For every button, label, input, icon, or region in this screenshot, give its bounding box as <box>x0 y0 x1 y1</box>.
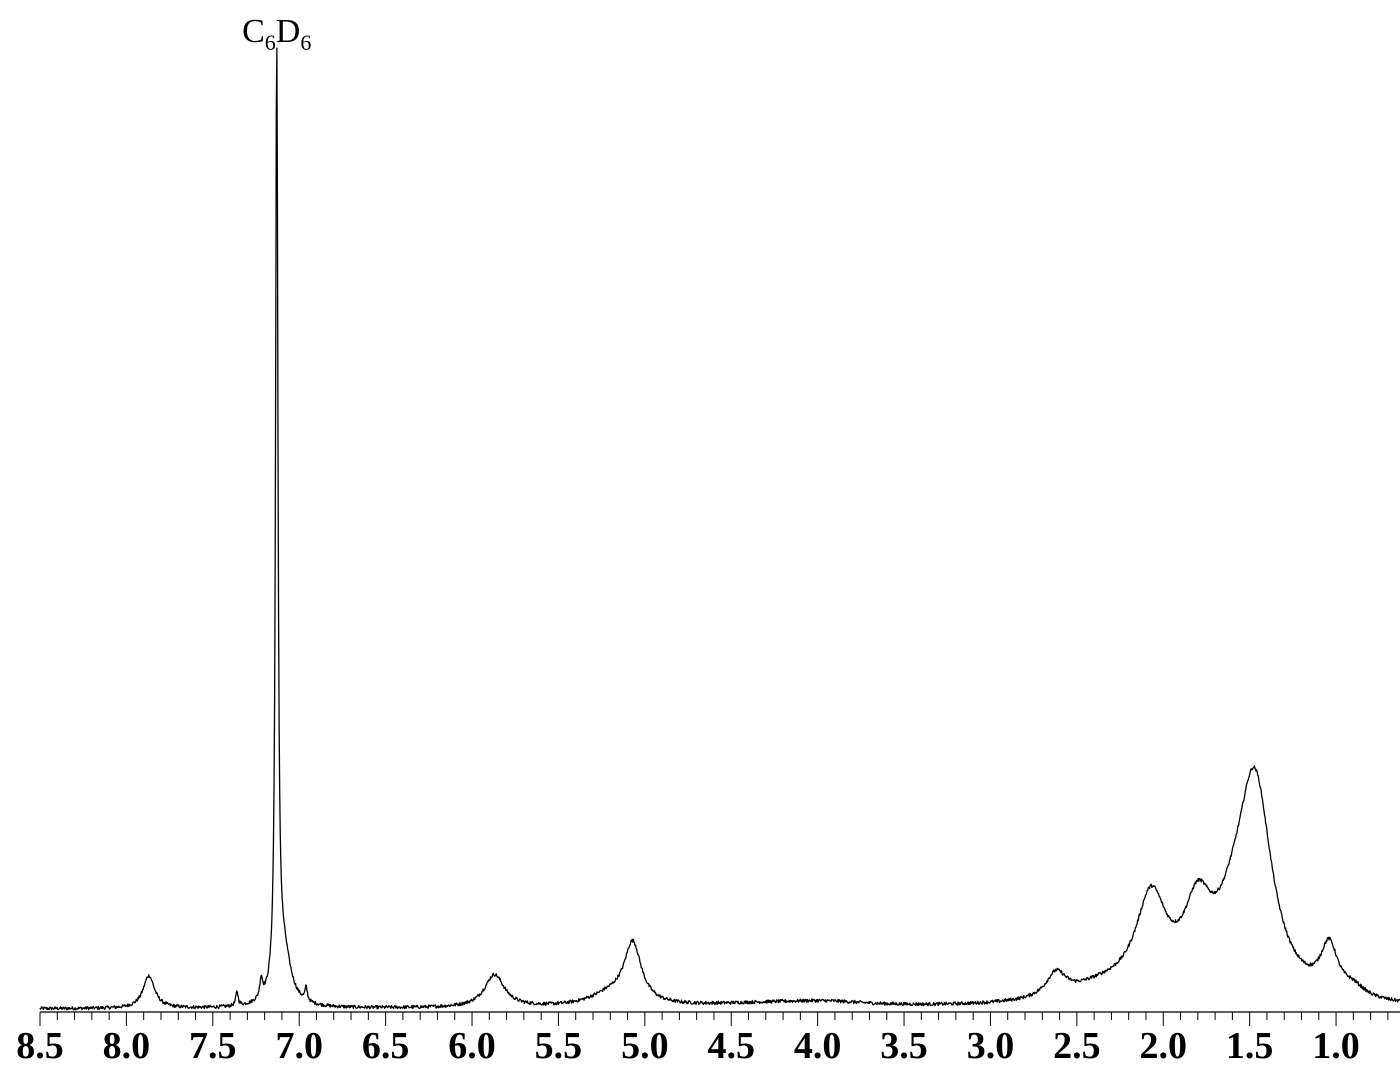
x-tick-label: 2.0 <box>1140 1025 1188 1065</box>
x-tick-label: 7.0 <box>275 1025 323 1065</box>
x-tick-label: 1.0 <box>1312 1025 1360 1065</box>
x-tick-label: 6.5 <box>362 1025 410 1065</box>
x-tick-label: 4.0 <box>794 1025 842 1065</box>
x-tick-label: 6.0 <box>448 1025 496 1065</box>
x-tick-label: 7.5 <box>189 1025 237 1065</box>
x-tick-label: 2.5 <box>1053 1025 1101 1065</box>
x-tick-label: 8.0 <box>103 1025 151 1065</box>
spectrum-line <box>39 47 1400 1011</box>
annotations: C6D6 <box>242 13 311 55</box>
x-tick-label: 5.0 <box>621 1025 669 1065</box>
x-tick-label: 8.5 <box>16 1025 64 1065</box>
x-tick-label: 3.0 <box>967 1025 1015 1065</box>
x-tick-label: 1.5 <box>1226 1025 1274 1065</box>
plot-area <box>39 47 1400 1011</box>
x-tick-label: 5.5 <box>535 1025 583 1065</box>
x-tick-label: 3.5 <box>880 1025 928 1065</box>
solvent-peak-label: C6D6 <box>242 13 311 55</box>
x-tick-label: 4.5 <box>707 1025 755 1065</box>
x-axis: 8.5 8.0 7.5 7.0 6.5 6.0 5.5 5.0 4.5 4.0 3.5 3.0 2.5 2… <box>16 1011 1400 1065</box>
